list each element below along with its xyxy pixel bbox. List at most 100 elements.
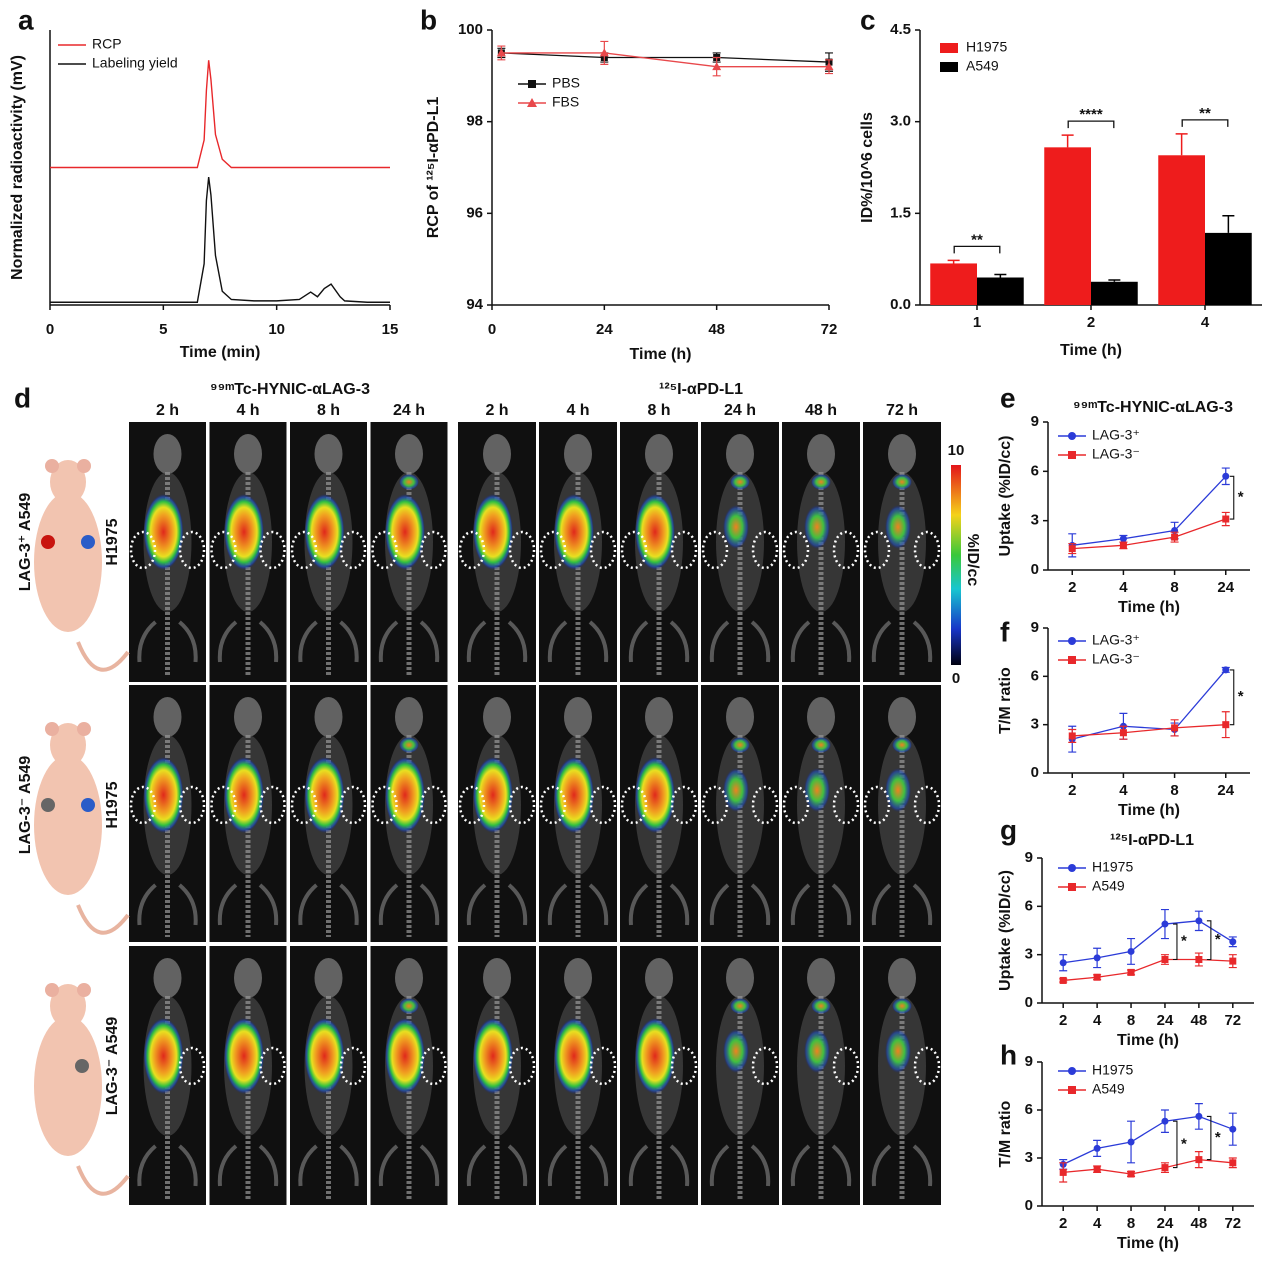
- row-label: H1975: [104, 781, 121, 828]
- tumor-outline: [701, 530, 729, 570]
- tumor-outline: [129, 785, 157, 825]
- uptake: [143, 1018, 184, 1094]
- legend-label: A549: [1092, 1081, 1125, 1097]
- mouse-ear: [77, 459, 91, 473]
- y-tick-label: 94: [466, 296, 483, 313]
- chart-title: ⁹⁹ᵐTc-HYNIC-αLAG-3: [1073, 399, 1233, 416]
- x-tick-label: 2: [1059, 1215, 1067, 1232]
- tumor-outline: [863, 785, 891, 825]
- uptake: [804, 1029, 830, 1073]
- limbs: [547, 620, 609, 663]
- significance-label: **: [1199, 105, 1211, 122]
- line: [501, 52, 830, 63]
- panel-letter: d: [14, 382, 31, 413]
- tumor-outline: [290, 785, 318, 825]
- mouse-ear: [45, 459, 59, 473]
- marker: [1127, 947, 1135, 955]
- skull: [645, 434, 673, 474]
- time-label: 8 h: [317, 402, 340, 419]
- uptake: [811, 474, 831, 490]
- significance-label: *: [1181, 1135, 1187, 1152]
- marker: [1161, 920, 1169, 928]
- panel-letter: e: [1000, 382, 1016, 413]
- skull: [726, 697, 754, 737]
- uptake: [385, 1018, 425, 1094]
- limbs: [628, 620, 690, 663]
- limbs: [217, 620, 279, 663]
- uptake: [730, 998, 750, 1014]
- tumor-outline: [832, 530, 860, 570]
- tumor-site: [81, 535, 95, 549]
- marker: [824, 62, 834, 71]
- uptake: [143, 757, 184, 833]
- x-tick-label: 4: [1119, 782, 1128, 799]
- legend-label: H1975: [966, 39, 1007, 55]
- tumor-outline: [420, 785, 447, 825]
- significance-label: *: [1215, 931, 1221, 948]
- x-tick-label: 2: [1087, 314, 1095, 331]
- marker: [1195, 1112, 1203, 1120]
- significance-label: *: [1215, 1129, 1221, 1146]
- tumor-outline: [508, 1046, 536, 1086]
- skull: [234, 434, 262, 474]
- limbs: [871, 883, 933, 926]
- limbs: [628, 883, 690, 926]
- legend-label: H1975: [1092, 1062, 1133, 1078]
- uptake: [730, 474, 750, 490]
- time-label: 24 h: [724, 402, 756, 419]
- time-label: 24 h: [393, 402, 425, 419]
- mouse-tail: [76, 904, 130, 935]
- tumor-outline: [178, 1046, 206, 1086]
- uptake: [224, 757, 264, 833]
- tumor-site: [81, 798, 95, 812]
- line: [1063, 920, 1234, 964]
- time-label: 72 h: [886, 402, 918, 419]
- uptake: [635, 757, 675, 833]
- bar: [1044, 147, 1091, 305]
- tumor-outline: [832, 785, 860, 825]
- tumor-outline: [670, 1046, 698, 1086]
- skull: [483, 958, 511, 998]
- significance-bracket: [1172, 1120, 1178, 1169]
- marker: [1119, 729, 1127, 737]
- x-tick-label: 0: [46, 321, 54, 338]
- marker: [1068, 883, 1076, 891]
- skull: [726, 958, 754, 998]
- y-axis-title: Normalized radioactivity (mV): [9, 55, 26, 280]
- chart-title: ¹²⁵I-αPD-L1: [1110, 832, 1194, 849]
- y-tick-label: 98: [466, 113, 483, 130]
- uptake: [730, 737, 750, 753]
- marker: [1068, 451, 1076, 459]
- bar: [1158, 155, 1205, 305]
- tumor-outline: [589, 530, 617, 570]
- x-tick-label: 4: [1119, 579, 1128, 596]
- marker: [599, 48, 609, 57]
- uptake: [143, 494, 184, 570]
- y-tick-label: 96: [466, 204, 483, 221]
- x-tick-label: 0: [488, 321, 496, 338]
- x-axis-title: Time (h): [1117, 1032, 1179, 1049]
- marker: [1068, 637, 1076, 645]
- uptake: [892, 737, 912, 753]
- marker: [1229, 957, 1237, 965]
- marker: [1195, 956, 1203, 963]
- uptake: [635, 494, 675, 570]
- tumor-outline: [832, 1046, 860, 1086]
- uptake: [385, 494, 425, 570]
- limbs: [298, 1144, 359, 1187]
- y-axis-title: RCP of ¹²⁵I-αPD-L1: [425, 97, 442, 239]
- uptake: [885, 768, 911, 812]
- x-tick-label: 48: [708, 321, 725, 338]
- colorbar-max: 10: [948, 442, 965, 459]
- tumor-site: [41, 798, 55, 812]
- marker: [1161, 956, 1169, 963]
- uptake: [804, 505, 830, 549]
- skull: [726, 434, 754, 474]
- y-tick-label: 9: [1025, 1053, 1033, 1070]
- uptake: [811, 998, 831, 1014]
- x-tick-label: 2: [1059, 1012, 1067, 1029]
- tumor-outline: [259, 1046, 286, 1086]
- x-tick-label: 72: [1224, 1215, 1241, 1232]
- tumor-outline: [539, 785, 567, 825]
- x-tick-label: 8: [1170, 782, 1178, 799]
